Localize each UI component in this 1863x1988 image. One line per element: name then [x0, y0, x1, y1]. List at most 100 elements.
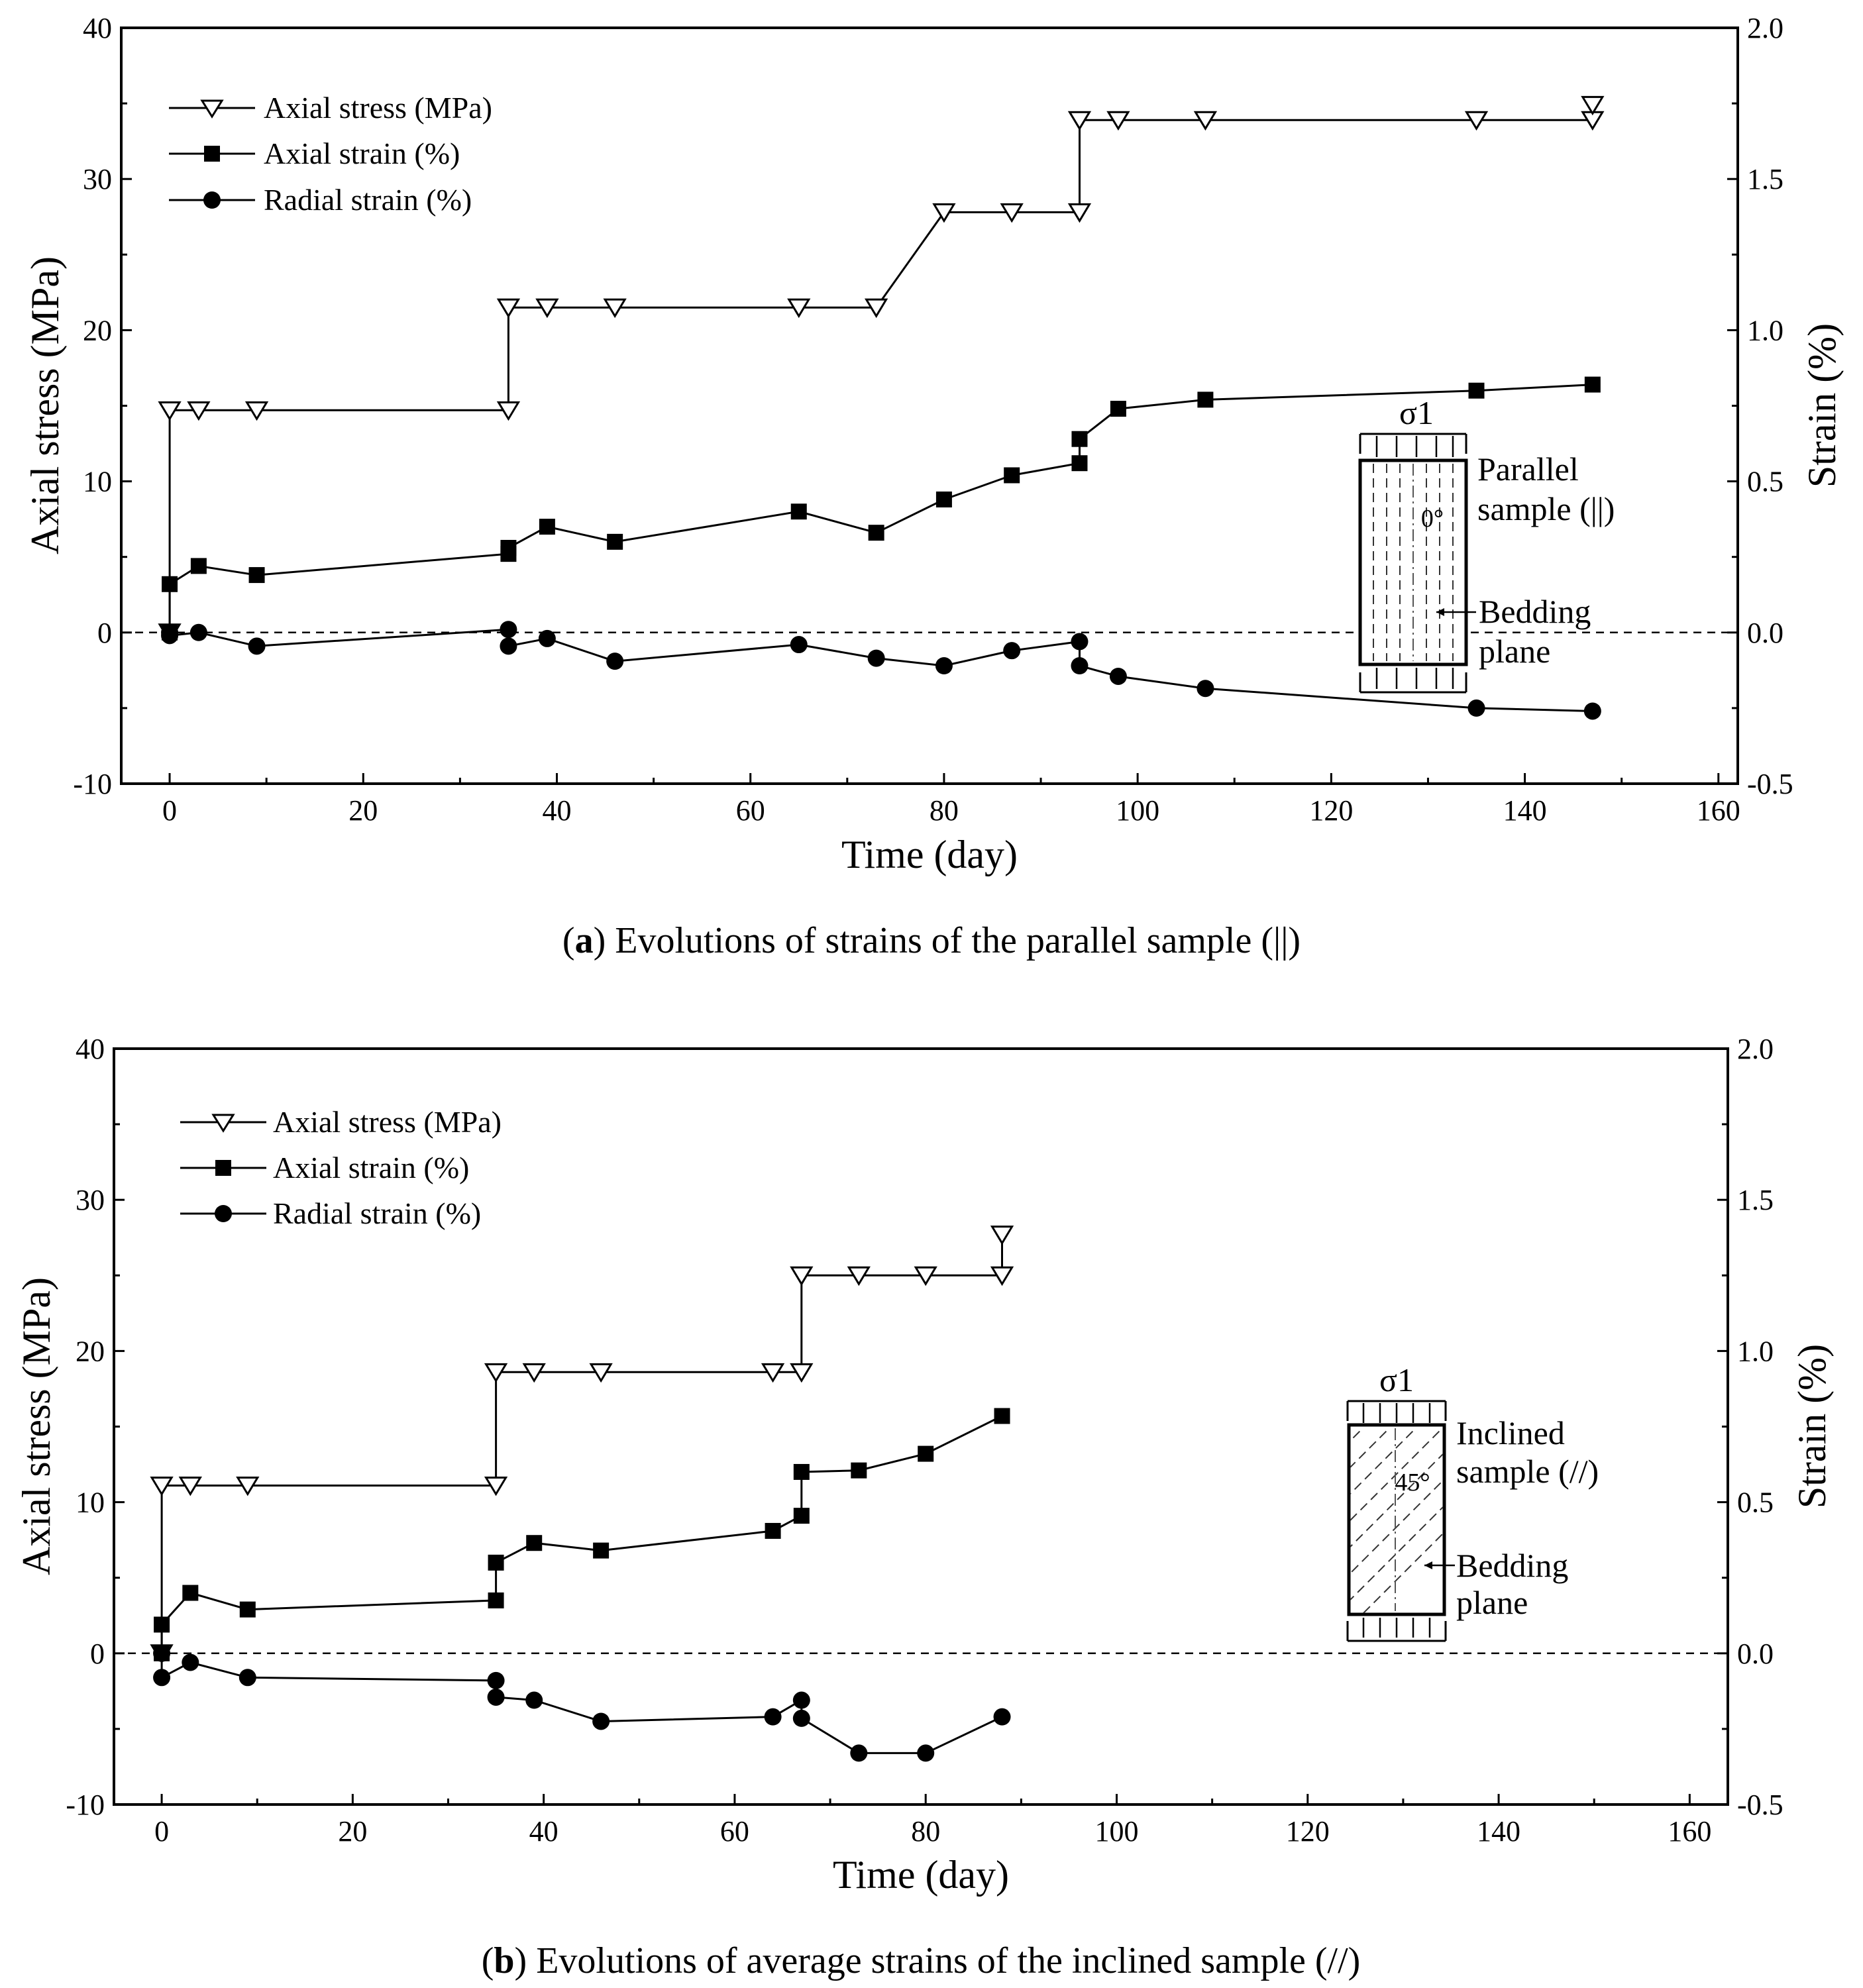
- y-tick-label: 10: [76, 1487, 105, 1519]
- radial-strain-point: [1071, 657, 1089, 675]
- axial-strain-point: [1071, 455, 1088, 472]
- stress-point: [496, 401, 521, 421]
- stress-point: [864, 298, 888, 319]
- radial-strain-point: [867, 649, 885, 667]
- x-tick-label: 160: [1668, 1815, 1711, 1848]
- legend-label-axial-strain: Axial strain (%): [273, 1151, 469, 1184]
- series-line: [168, 628, 1593, 712]
- stress-point: [990, 1226, 1014, 1245]
- stress-point: [178, 1477, 202, 1496]
- stress-point: [150, 1477, 174, 1496]
- stress-point: [1464, 111, 1489, 131]
- angle-label: 0°: [1421, 505, 1444, 533]
- y2-tick-label: 1.5: [1737, 1184, 1774, 1216]
- radial-strain-point: [538, 629, 556, 647]
- x-tick-label: 40: [529, 1815, 559, 1848]
- radial-strain-point: [1583, 702, 1601, 720]
- y-tick-label: 0: [97, 617, 112, 649]
- stress-point: [1106, 111, 1130, 131]
- radial-strain-point: [917, 1744, 935, 1762]
- legend-label-radial-strain: Radial strain (%): [273, 1196, 481, 1230]
- stress-point: [236, 1477, 260, 1496]
- x-tick-label: 140: [1503, 794, 1547, 827]
- stress-point: [535, 298, 559, 319]
- radial-strain-point: [592, 1712, 610, 1730]
- sample-label-1: Parallel: [1477, 450, 1579, 488]
- axial-strain-point: [1468, 382, 1485, 399]
- panel-b: 0 20 40 60 80 100 120 140 160 -10 0 10 20 30 40 -0.5 0.0…: [15, 1033, 1834, 1981]
- caption-b: (b) Evolutions of average strains of the…: [482, 1940, 1361, 1981]
- axial-strain-point: [994, 1408, 1010, 1424]
- stress-point: [589, 1363, 613, 1383]
- radial-strain-point: [850, 1744, 868, 1762]
- radial-strain-point: [487, 1671, 505, 1689]
- y2-tick-label: 2.0: [1737, 1033, 1774, 1065]
- sample-label-1: Inclined: [1456, 1414, 1565, 1451]
- sample-label-2: sample (//): [1456, 1453, 1599, 1490]
- axial-strain-point: [793, 1463, 810, 1480]
- stress-point: [1581, 95, 1605, 116]
- axial-strain-point: [526, 1535, 543, 1551]
- bedding-label-1: Bedding: [1456, 1547, 1568, 1584]
- axial-strain-point: [765, 1522, 781, 1539]
- stress-point: [603, 298, 627, 319]
- stress-point: [1000, 203, 1024, 223]
- panel-a: 0 20 40 60 80 100 120 140 160 -10 0 10 20 30 40 -0.5 0.0…: [23, 12, 1844, 961]
- axial-strain-point: [154, 1616, 170, 1633]
- y-axis-label: Axial stress (MPa): [15, 1277, 58, 1575]
- radial-strain-point: [500, 621, 517, 639]
- y-tick-label: 20: [83, 314, 112, 346]
- x-tick-label: 80: [930, 794, 959, 827]
- y2-tick-label: -0.5: [1737, 1789, 1783, 1821]
- legend-marker-stress: [200, 99, 224, 119]
- axial-strain-point: [539, 519, 555, 535]
- axial-strain-point: [488, 1592, 504, 1608]
- axial-strain-point: [918, 1445, 934, 1462]
- y-tick-label: 30: [83, 163, 112, 195]
- bedding-label-2: plane: [1479, 633, 1550, 670]
- radial-strain-point: [500, 637, 517, 655]
- y2-tick-label: 0.0: [1737, 1638, 1774, 1670]
- y-tick-label: 10: [83, 466, 112, 498]
- stress-point: [158, 401, 182, 421]
- x-tick-label: 120: [1286, 1815, 1330, 1848]
- radial-strain-point: [161, 627, 179, 645]
- legend-marker-stress: [211, 1114, 235, 1133]
- x-tick-label: 100: [1116, 794, 1159, 827]
- axial-strain-point: [488, 1554, 504, 1571]
- stress-point: [932, 203, 956, 223]
- stress-point: [761, 1363, 785, 1383]
- stress-point: [496, 298, 521, 319]
- radial-strain-point: [790, 636, 808, 654]
- x-tick-label: 0: [154, 1815, 169, 1848]
- radial-strain-point: [935, 657, 953, 675]
- radial-strain-point: [1467, 699, 1485, 717]
- load-label: σ1: [1399, 394, 1434, 431]
- y-tick-label: -10: [66, 1789, 105, 1821]
- axial-strain-point: [248, 567, 265, 584]
- y-tick-label: 20: [76, 1335, 105, 1367]
- series-line: [160, 1653, 1003, 1754]
- stress-point: [847, 1266, 871, 1286]
- y2-tick-label: 0.5: [1747, 466, 1783, 498]
- bedding-label-2: plane: [1456, 1584, 1528, 1621]
- caption-b-text: Evolutions of average strains of the inc…: [536, 1940, 1360, 1981]
- axial-strain-point: [868, 525, 884, 541]
- axial-strain-point: [593, 1542, 610, 1559]
- x-tick-label: 160: [1697, 794, 1740, 827]
- radial-strain-point: [792, 1691, 810, 1709]
- stress-point: [1193, 111, 1218, 131]
- legend-label-axial-strain: Axial strain (%): [264, 136, 460, 170]
- radial-strain-point: [153, 1669, 171, 1687]
- y-axis-label: Axial stress (MPa): [23, 256, 67, 554]
- axial-strain-point: [500, 540, 517, 556]
- stress-point: [1067, 111, 1092, 131]
- legend-marker-axial-strain: [215, 1160, 231, 1176]
- radial-strain-point: [189, 623, 207, 641]
- bedding-label-1: Bedding: [1479, 593, 1591, 630]
- radial-strain-point: [182, 1653, 199, 1671]
- axial-strain-point: [1197, 392, 1214, 408]
- stress-point: [990, 1266, 1014, 1286]
- series-line: [160, 1234, 1003, 1653]
